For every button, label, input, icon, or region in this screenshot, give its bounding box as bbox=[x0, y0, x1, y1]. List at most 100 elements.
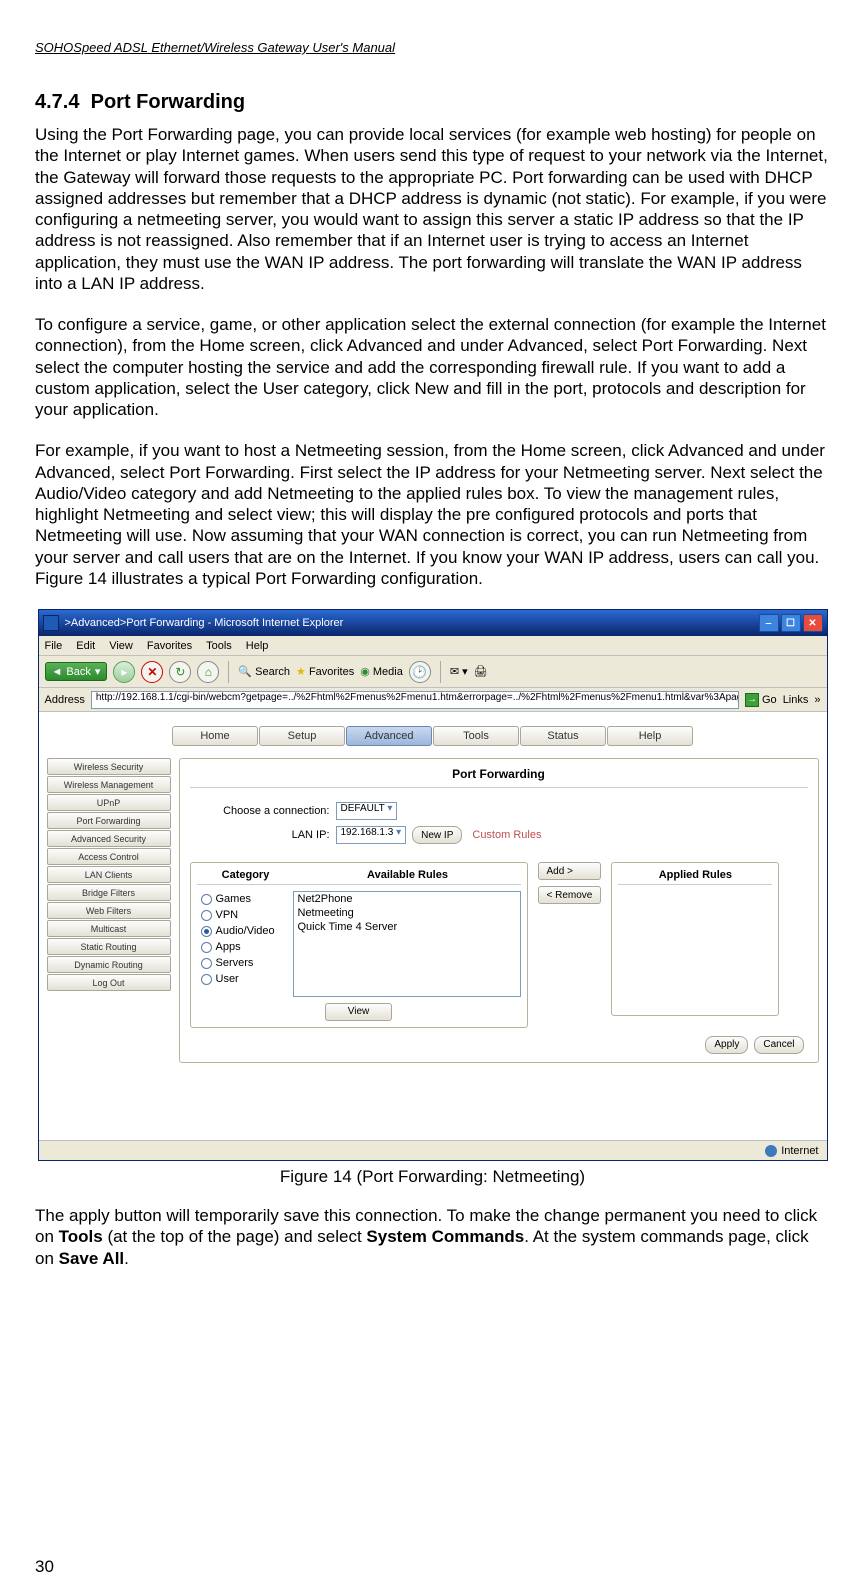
radio-apps[interactable]: Apps bbox=[201, 941, 293, 953]
window-titlebar: >Advanced>Port Forwarding - Microsoft In… bbox=[39, 610, 827, 636]
links-label[interactable]: Links bbox=[783, 694, 809, 706]
radio-vpn[interactable]: VPN bbox=[201, 909, 293, 921]
panel-action-buttons: Apply Cancel bbox=[190, 1036, 808, 1054]
tab-tools[interactable]: Tools bbox=[433, 726, 519, 746]
menu-edit[interactable]: Edit bbox=[76, 640, 95, 652]
maximize-button[interactable]: ☐ bbox=[781, 614, 801, 632]
sidebar-item-web-filters[interactable]: Web Filters bbox=[47, 902, 171, 919]
media-button[interactable]: ◉ Media bbox=[360, 665, 403, 678]
cancel-button[interactable]: Cancel bbox=[754, 1036, 803, 1054]
radio-servers[interactable]: Servers bbox=[201, 957, 293, 969]
screenshot-figure: >Advanced>Port Forwarding - Microsoft In… bbox=[38, 609, 828, 1161]
menu-view[interactable]: View bbox=[109, 640, 133, 652]
view-row: View bbox=[197, 1001, 521, 1021]
radio-vpn-label: VPN bbox=[216, 909, 239, 921]
address-bar: Address http://192.168.1.1/cgi-bin/webcm… bbox=[39, 688, 827, 712]
remove-button[interactable]: < Remove bbox=[538, 886, 602, 904]
tab-status[interactable]: Status bbox=[520, 726, 606, 746]
available-rules-list[interactable]: Net2Phone Netmeeting Quick Time 4 Server bbox=[293, 891, 521, 997]
p4-bold-saveall: Save All bbox=[59, 1249, 125, 1268]
search-button[interactable]: 🔍 Search bbox=[238, 665, 290, 678]
toolbar-separator bbox=[228, 661, 229, 683]
connection-select[interactable]: DEFAULT ▾ bbox=[336, 802, 398, 820]
ie-icon bbox=[43, 615, 59, 631]
sidebar-item-lan-clients[interactable]: LAN Clients bbox=[47, 866, 171, 883]
sidebar-item-static-routing[interactable]: Static Routing bbox=[47, 938, 171, 955]
radio-apps-label: Apps bbox=[216, 941, 241, 953]
paragraph-1: Using the Port Forwarding page, you can … bbox=[35, 124, 830, 294]
links-chevron-icon[interactable]: » bbox=[814, 694, 820, 706]
menu-favorites[interactable]: Favorites bbox=[147, 640, 192, 652]
figure-caption: Figure 14 (Port Forwarding: Netmeeting) bbox=[35, 1167, 830, 1187]
chevron-down-icon: ▾ bbox=[387, 803, 392, 814]
search-label: Search bbox=[255, 666, 290, 678]
transfer-buttons: Add > < Remove bbox=[538, 862, 602, 904]
window-controls: ‒ ☐ ✕ bbox=[759, 614, 823, 632]
radio-user[interactable]: User bbox=[201, 973, 293, 985]
print-button[interactable]: 🖨 bbox=[474, 665, 488, 678]
status-bar: Internet bbox=[39, 1140, 827, 1160]
menu-help[interactable]: Help bbox=[246, 640, 269, 652]
p4-part2: (at the top of the page) and select bbox=[103, 1227, 367, 1246]
tab-setup[interactable]: Setup bbox=[259, 726, 345, 746]
media-icon: ◉ bbox=[360, 666, 370, 678]
sidebar-item-bridge-filters[interactable]: Bridge Filters bbox=[47, 884, 171, 901]
radio-icon bbox=[201, 958, 212, 969]
list-item[interactable]: Netmeeting bbox=[294, 906, 520, 920]
applied-rules-header: Applied Rules bbox=[618, 869, 772, 885]
radio-audio-video[interactable]: Audio/Video bbox=[201, 925, 293, 937]
paragraph-2: To configure a service, game, or other a… bbox=[35, 314, 830, 420]
lan-ip-select[interactable]: 192.168.1.3 ▾ bbox=[336, 826, 407, 844]
favorites-label: Favorites bbox=[309, 666, 354, 678]
view-button[interactable]: View bbox=[325, 1003, 393, 1021]
radio-icon bbox=[201, 894, 212, 905]
forward-button[interactable]: ▸ bbox=[113, 661, 135, 683]
stop-button[interactable]: ✕ bbox=[141, 661, 163, 683]
p4-part4: . bbox=[124, 1249, 129, 1268]
page-content: Home Setup Advanced Tools Status Help Wi… bbox=[39, 712, 827, 1140]
sidebar-item-log-out[interactable]: Log Out bbox=[47, 974, 171, 991]
section-heading: 4.7.4 Port Forwarding bbox=[35, 91, 830, 114]
rules-row: Category Available Rules Games VPN Audio… bbox=[190, 862, 808, 1028]
sidebar-item-multicast[interactable]: Multicast bbox=[47, 920, 171, 937]
history-button[interactable]: 🕑 bbox=[409, 661, 431, 683]
close-button[interactable]: ✕ bbox=[803, 614, 823, 632]
list-item[interactable]: Net2Phone bbox=[294, 892, 520, 906]
status-text: Internet bbox=[781, 1145, 818, 1157]
back-button[interactable]: ◄ Back ▾ bbox=[45, 662, 108, 681]
applied-rules-list[interactable] bbox=[618, 891, 772, 1001]
address-input[interactable]: http://192.168.1.1/cgi-bin/webcm?getpage… bbox=[91, 691, 739, 709]
tab-advanced[interactable]: Advanced bbox=[346, 726, 432, 746]
doc-header: SOHOSpeed ADSL Ethernet/Wireless Gateway… bbox=[35, 40, 830, 55]
sidebar-item-wireless-security[interactable]: Wireless Security bbox=[47, 758, 171, 775]
sidebar-item-dynamic-routing[interactable]: Dynamic Routing bbox=[47, 956, 171, 973]
home-button[interactable]: ⌂ bbox=[197, 661, 219, 683]
custom-rules-link[interactable]: Custom Rules bbox=[472, 829, 541, 841]
apply-button[interactable]: Apply bbox=[705, 1036, 748, 1054]
add-button[interactable]: Add > bbox=[538, 862, 602, 880]
menu-file[interactable]: File bbox=[45, 640, 63, 652]
connection-value: DEFAULT bbox=[341, 803, 385, 814]
category-column: Category Available Rules Games VPN Audio… bbox=[190, 862, 528, 1028]
sidebar: Wireless Security Wireless Management UP… bbox=[47, 758, 171, 1063]
tab-home[interactable]: Home bbox=[172, 726, 258, 746]
sidebar-item-port-forwarding[interactable]: Port Forwarding bbox=[47, 812, 171, 829]
tab-help[interactable]: Help bbox=[607, 726, 693, 746]
menu-tools[interactable]: Tools bbox=[206, 640, 232, 652]
mail-button[interactable]: ✉ ▾ bbox=[450, 665, 468, 678]
menubar: File Edit View Favorites Tools Help bbox=[39, 636, 827, 656]
minimize-button[interactable]: ‒ bbox=[759, 614, 779, 632]
sidebar-item-upnp[interactable]: UPnP bbox=[47, 794, 171, 811]
internet-zone-icon bbox=[765, 1145, 777, 1157]
list-item[interactable]: Quick Time 4 Server bbox=[294, 920, 520, 934]
sidebar-item-wireless-management[interactable]: Wireless Management bbox=[47, 776, 171, 793]
lan-ip-row: LAN IP: 192.168.1.3 ▾ New IP Custom Rule… bbox=[190, 826, 808, 844]
go-button[interactable]: → Go bbox=[745, 693, 777, 707]
radio-games[interactable]: Games bbox=[201, 893, 293, 905]
favorites-button[interactable]: ★ Favorites bbox=[296, 665, 354, 678]
new-ip-button[interactable]: New IP bbox=[412, 826, 462, 844]
radio-icon bbox=[201, 974, 212, 985]
sidebar-item-advanced-security[interactable]: Advanced Security bbox=[47, 830, 171, 847]
refresh-button[interactable]: ↻ bbox=[169, 661, 191, 683]
sidebar-item-access-control[interactable]: Access Control bbox=[47, 848, 171, 865]
